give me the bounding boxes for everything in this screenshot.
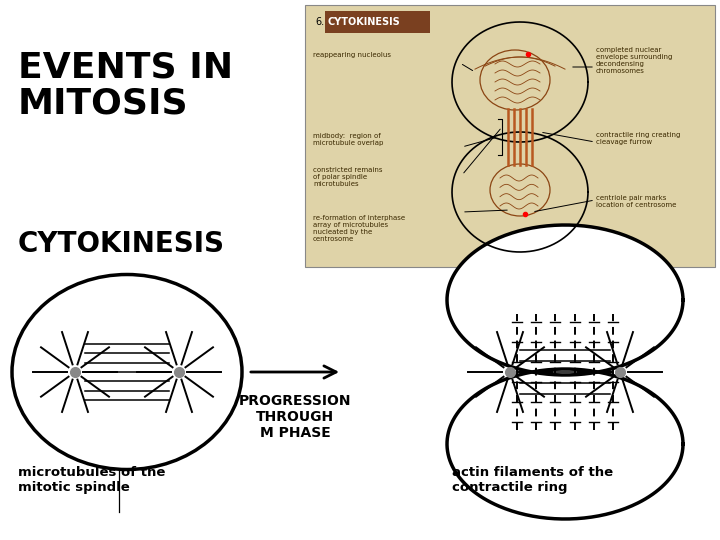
Text: contractile ring creating
cleavage furrow: contractile ring creating cleavage furro… — [596, 132, 680, 145]
Text: reappearing nucleolus: reappearing nucleolus — [313, 52, 391, 58]
Polygon shape — [447, 369, 683, 519]
Polygon shape — [447, 225, 683, 375]
Text: completed nuclear
envelope surrounding
decondensing
chromosomes: completed nuclear envelope surrounding d… — [596, 47, 672, 74]
Text: CYTOKINESIS: CYTOKINESIS — [18, 230, 225, 258]
Text: actin filaments of the
contractile ring: actin filaments of the contractile ring — [452, 466, 613, 494]
FancyBboxPatch shape — [305, 5, 715, 267]
Text: midbody:  region of
microtubule overlap: midbody: region of microtubule overlap — [313, 133, 383, 146]
Text: microtubules of the
mitotic spindle: microtubules of the mitotic spindle — [18, 466, 166, 494]
Text: PROGRESSION
THROUGH
M PHASE: PROGRESSION THROUGH M PHASE — [239, 394, 351, 441]
Text: constricted remains
of polar spindle
microtubules: constricted remains of polar spindle mic… — [313, 167, 382, 187]
Text: 6.: 6. — [315, 17, 324, 27]
Text: re-formation of interphase
array of microtubules
nucleated by the
centrosome: re-formation of interphase array of micr… — [313, 215, 405, 242]
Text: CYTOKINESIS: CYTOKINESIS — [327, 17, 400, 27]
Text: EVENTS IN
MITOSIS: EVENTS IN MITOSIS — [18, 50, 233, 121]
FancyBboxPatch shape — [325, 11, 430, 33]
Text: centriole pair marks
location of centrosome: centriole pair marks location of centros… — [596, 195, 676, 208]
Ellipse shape — [12, 274, 242, 469]
